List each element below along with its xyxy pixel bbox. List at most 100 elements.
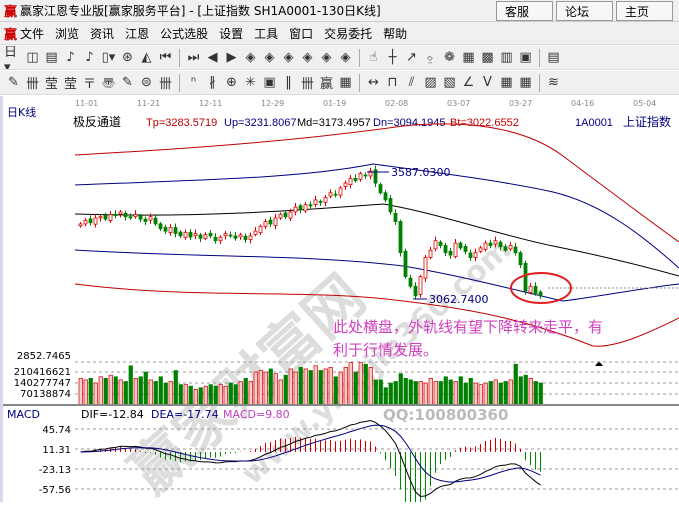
circle-icon[interactable]: ⊜ (141, 75, 152, 90)
candle (243, 235, 248, 240)
diamond-expand-icon[interactable]: ◈ (283, 50, 294, 65)
chart-area[interactable]: 11-01 11-21 12-11 12-29 01-19 02-08 03-07 03-27… (0, 96, 679, 505)
v-icon[interactable]: V (483, 75, 492, 90)
candle (133, 213, 138, 217)
gann-icon[interactable]: ⍚ (426, 50, 435, 65)
chart-9-icon[interactable]: ♪ (85, 50, 94, 65)
doc-icon[interactable]: ▤ (45, 50, 58, 65)
chart-3-icon[interactable]: ♪ (66, 50, 75, 65)
candle (98, 216, 103, 219)
angle-icon[interactable]: ∦ (209, 75, 216, 90)
hand-icon[interactable]: ☝ (369, 50, 378, 65)
box-fan2-icon[interactable]: ▧ (443, 75, 456, 90)
cycle-lines-icon[interactable]: 卌 (158, 77, 172, 92)
more-icon[interactable]: ▤ (547, 50, 560, 65)
menu-bar: 赢 文件 浏览 资讯 江恩 公式选股 设置 工具 窗口 交易委托 帮助 (0, 22, 679, 45)
volume-bar (288, 368, 293, 406)
candle (498, 241, 503, 248)
rect-icon[interactable]: ⊓ (387, 75, 398, 90)
volume-bar (498, 382, 503, 406)
star-icon[interactable]: ✳ (245, 75, 256, 90)
gann-time-icon[interactable]: 卌 (300, 77, 314, 92)
diamond-left-icon[interactable]: ◈ (245, 50, 256, 65)
grid3-icon[interactable]: ▦ (519, 75, 532, 90)
service-button[interactable]: 客服 (496, 1, 553, 21)
candle (333, 193, 338, 196)
menu-window[interactable]: 窗口 (289, 26, 314, 41)
grid2-icon[interactable]: ▦ (500, 75, 513, 90)
volume-bar (108, 374, 113, 406)
macd-series (80, 420, 541, 505)
menu-file[interactable]: 文件 (20, 26, 45, 41)
line-draw-icon[interactable]: ↗ (406, 50, 417, 65)
diamond-cross-icon[interactable]: ◈ (321, 50, 332, 65)
menu-tools[interactable]: 工具 (254, 26, 279, 41)
flag-icon[interactable]: ◭ (141, 50, 152, 65)
angle2-icon[interactable]: ∠ (462, 75, 475, 90)
grid-icon[interactable]: 卌 (25, 77, 39, 92)
pen2-icon[interactable]: ✎ (122, 75, 133, 90)
menu-formula[interactable]: 公式选股 (160, 26, 209, 41)
first-icon[interactable]: ⏮ (159, 50, 172, 65)
volume-bar (508, 379, 513, 406)
diamond-shrink-icon[interactable]: ◈ (302, 50, 313, 65)
crosshair-icon[interactable]: ┼ (388, 50, 397, 65)
spiral-icon[interactable]: 〠 (101, 77, 115, 92)
n2-icon[interactable]: ⁿ (190, 75, 197, 90)
fan-icon[interactable]: ⊛ (122, 50, 133, 65)
gann-square2-icon[interactable]: 莹 (63, 77, 77, 92)
diamond-all-icon[interactable]: ◈ (340, 50, 351, 65)
candle (88, 218, 93, 224)
volume-bar (198, 387, 203, 406)
fib-icon[interactable]: 〒 (82, 77, 96, 92)
next-icon[interactable]: ▶ (226, 50, 237, 65)
dif-line (80, 420, 541, 498)
numbers-icon[interactable]: ▦ (339, 75, 352, 90)
diamond-right-icon[interactable]: ◈ (264, 50, 275, 65)
volume-bar (263, 371, 268, 406)
parallel-icon[interactable]: ≋ (548, 75, 559, 90)
notes-icon[interactable]: ▥ (500, 50, 513, 65)
gann-square-icon[interactable]: 莹 (44, 77, 58, 92)
volume-bar (173, 370, 178, 406)
volume-bar (423, 382, 428, 406)
volume-bar (413, 381, 418, 406)
menu-browse[interactable]: 浏览 (55, 26, 80, 41)
calendar-icon[interactable]: ▦ (462, 50, 475, 65)
candle (408, 277, 413, 287)
stock-name: 上证指数 (623, 114, 671, 129)
pen-icon[interactable]: ✎ (8, 75, 19, 90)
candle (158, 223, 163, 230)
menu-info[interactable]: 资讯 (90, 26, 115, 41)
box-fan-icon[interactable]: ▨ (424, 75, 437, 90)
menu-help[interactable]: 帮助 (383, 26, 408, 41)
candle (338, 187, 343, 196)
prev-icon[interactable]: ◀ (207, 50, 218, 65)
box-icon[interactable]: ▣ (263, 75, 276, 90)
volume-bar (433, 381, 438, 406)
gann-price-icon[interactable]: 赢 (319, 77, 333, 92)
fan-lines-icon[interactable]: ⫽ (408, 75, 415, 90)
menu-settings[interactable]: 设置 (219, 26, 244, 41)
menu-gann[interactable]: 江恩 (125, 26, 150, 41)
last-icon[interactable]: ⏭ (187, 50, 200, 65)
day-period-dropdown[interactable]: 日▾ (4, 46, 18, 70)
candle (208, 232, 213, 237)
lines-icon[interactable]: ‖ (285, 75, 292, 90)
homepage-button[interactable]: 主页 (616, 1, 673, 21)
candle (148, 216, 153, 221)
width-icon[interactable]: ↔ (368, 75, 379, 90)
forum-button[interactable]: 论坛 (556, 1, 613, 21)
candle-dropdown[interactable]: ▯▾ (101, 50, 116, 65)
candle (503, 246, 508, 251)
candle (78, 223, 83, 227)
target-icon[interactable]: ⊕ (226, 75, 237, 90)
menu-trade[interactable]: 交易委托 (324, 26, 373, 41)
candle (128, 216, 133, 219)
window-icon[interactable]: ◫ (26, 50, 39, 65)
cycle-icon[interactable]: ❁ (444, 50, 455, 65)
candle (143, 218, 148, 222)
save-icon[interactable]: ▣ (519, 50, 532, 65)
calculator-icon[interactable]: ▩ (481, 50, 494, 65)
candle (383, 192, 388, 201)
